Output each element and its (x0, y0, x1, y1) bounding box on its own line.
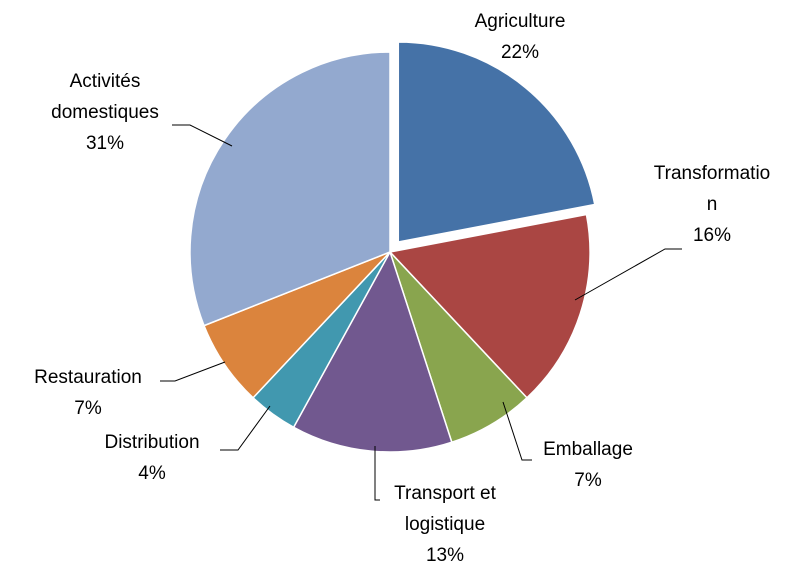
value-label: 7% (74, 398, 102, 419)
data-label: Transformation 16% (650, 158, 774, 251)
value-label: 16% (692, 225, 732, 246)
leader-line (160, 361, 226, 382)
category-label: Restauration (34, 367, 142, 388)
leader-line (574, 248, 682, 301)
pie-slice (292, 250, 453, 453)
data-label: Transport et logistique 13% (370, 478, 520, 571)
leader-line (374, 446, 380, 501)
category-label: Emballage (543, 439, 633, 460)
data-label: Restauration 7% (13, 362, 163, 424)
category-label: Transport et logistique (394, 483, 496, 535)
value-label: 7% (574, 470, 602, 491)
data-label: Emballage 7% (518, 434, 658, 496)
category-label: Transformation (653, 163, 771, 215)
pie-slice (388, 213, 591, 399)
value-label: 4% (138, 463, 166, 484)
category-label: Distribution (104, 432, 200, 453)
category-label: Agriculture (474, 11, 566, 32)
category-label: Activités domestiques (51, 71, 159, 123)
pie-slice (397, 41, 596, 243)
data-label: Distribution 4% (77, 427, 227, 489)
pie-slice (189, 51, 391, 327)
value-label: 22% (500, 42, 540, 63)
data-label: Activités domestiques 31% (35, 66, 175, 159)
value-label: 13% (425, 545, 465, 566)
leader-line (220, 405, 271, 451)
value-label: 31% (85, 133, 125, 154)
leader-line (172, 124, 233, 147)
data-label: Agriculture 22% (440, 6, 600, 68)
leader-line (502, 401, 532, 461)
